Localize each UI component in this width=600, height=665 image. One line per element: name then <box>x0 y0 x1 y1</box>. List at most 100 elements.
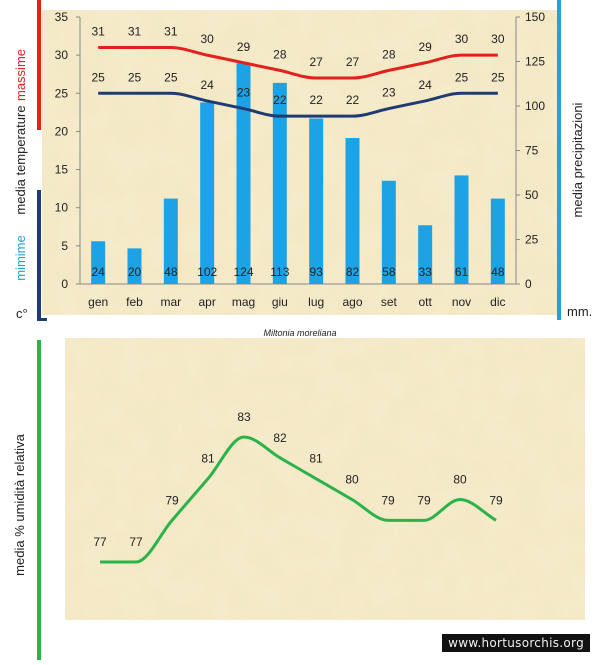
humidity-chart: 77 77 79 81 83 82 81 80 79 79 80 79 <box>93 410 503 564</box>
media-precipitazioni-label: media precipitazioni <box>570 102 585 217</box>
min-temperature-label: 24 <box>200 78 214 92</box>
min-temperature-label: 25 <box>128 70 142 84</box>
max-temperature-marker <box>37 0 41 130</box>
precipitation-label: 24 <box>91 265 105 279</box>
left-tick-label: 35 <box>55 10 69 24</box>
max-temperature-line <box>98 46 498 80</box>
month-tick-label: dic <box>490 295 505 309</box>
precipitation-label: 48 <box>164 265 178 279</box>
month-tick-label: ott <box>418 295 432 309</box>
precipitation-bar <box>345 138 360 284</box>
min-temperature-label: 23 <box>382 86 396 100</box>
month-tick-label: set <box>381 295 398 309</box>
min-temperature-label: 22 <box>309 93 323 107</box>
precipitation-label: 20 <box>128 265 142 279</box>
precipitation-bar <box>127 248 142 284</box>
precipitation-bar <box>272 82 287 284</box>
humidity-axis-label: media % umidità relativa <box>12 433 27 575</box>
left-tick-label: 20 <box>55 124 69 138</box>
temperature-precipitation-chart: 0 5 10 15 20 25 30 35 0 25 50 75 100 125 150 gen feb mar a… <box>55 10 546 309</box>
month-tick-label: lug <box>308 295 324 309</box>
min-temperature-label: 23 <box>237 86 251 100</box>
max-temperature-label: 29 <box>418 40 432 54</box>
left-tick-label: 5 <box>61 239 68 253</box>
humidity-label: 79 <box>165 493 179 507</box>
precipitation-label: 124 <box>233 265 253 279</box>
month-tick-label: mar <box>160 295 181 309</box>
precipitation-label: 82 <box>346 265 360 279</box>
min-marker-bracket <box>37 318 47 321</box>
max-temperature-label: 30 <box>200 32 214 46</box>
month-tick-label: mag <box>232 295 255 309</box>
precipitation-label: 113 <box>270 265 289 279</box>
min-temperature-label: 25 <box>164 70 178 84</box>
precipitation-label: 48 <box>491 265 505 279</box>
min-temperature-label: 22 <box>346 93 360 107</box>
precipitation-label: 61 <box>455 265 469 279</box>
precipitation-bar <box>163 198 178 284</box>
chart-caption: Miltonia moreliana <box>263 328 336 338</box>
precipitation-bar <box>418 225 433 284</box>
precipitation-bar <box>381 180 396 284</box>
min-temperature-label: 25 <box>91 70 105 84</box>
left-tick-label: 10 <box>55 201 69 215</box>
max-temperature-label: 30 <box>491 32 505 46</box>
watermark: www.hortusorchis.org <box>442 634 590 652</box>
humidity-label: 80 <box>453 473 467 487</box>
month-tick-label: giu <box>272 295 288 309</box>
right-tick-label: 25 <box>525 233 539 247</box>
left-tick-label: 25 <box>55 86 69 100</box>
max-temperature-label: 27 <box>346 55 360 69</box>
right-tick-label: 50 <box>525 188 539 202</box>
celsius-unit-label: c° <box>16 306 28 321</box>
precipitation-bar <box>454 175 469 284</box>
precipitation-label: 58 <box>382 265 396 279</box>
month-tick-label: ago <box>342 295 362 309</box>
min-temperature-line <box>98 91 498 118</box>
min-temperature-label: 24 <box>418 78 432 92</box>
max-temperature-label: 28 <box>382 47 396 61</box>
precipitation-marker <box>557 0 561 320</box>
min-temperature-label: 25 <box>491 70 505 84</box>
humidity-marker <box>37 340 41 660</box>
left-tick-label: 0 <box>61 277 68 291</box>
humidity-label: 80 <box>345 473 359 487</box>
min-temperature-marker <box>37 190 41 320</box>
max-temperature-label: 30 <box>455 32 469 46</box>
mm-unit-label: mm. <box>567 304 592 319</box>
humidity-label: 83 <box>237 410 251 424</box>
humidity-label: 77 <box>93 535 107 549</box>
massime-label: massime <box>13 49 28 101</box>
humidity-label: 77 <box>129 535 143 549</box>
humidity-label: 81 <box>201 452 215 466</box>
max-temperature-label: 31 <box>164 25 178 39</box>
left-tick-label: 15 <box>55 163 69 177</box>
right-tick-label: 75 <box>525 144 539 158</box>
month-tick-label: apr <box>198 295 215 309</box>
month-tick-label: nov <box>452 295 471 309</box>
humidity-line <box>100 435 497 564</box>
max-temperature-label: 31 <box>91 25 105 39</box>
humidity-label: 81 <box>309 452 323 466</box>
right-tick-label: 125 <box>525 55 545 69</box>
max-temperature-label: 27 <box>309 55 323 69</box>
max-temperature-label: 31 <box>128 25 142 39</box>
max-temperature-label: 29 <box>237 40 251 54</box>
humidity-label: 82 <box>273 431 287 445</box>
humidity-label: 79 <box>381 493 395 507</box>
humidity-label: 79 <box>489 493 503 507</box>
media-temperature-label: media temperature <box>13 105 28 214</box>
precipitation-label: 93 <box>309 265 323 279</box>
right-tick-label: 100 <box>525 99 545 113</box>
precipitation-label: 33 <box>418 265 432 279</box>
minime-label: mimime <box>13 235 28 281</box>
precipitation-bar <box>309 118 324 285</box>
precipitation-label: 102 <box>197 265 217 279</box>
min-temperature-label: 22 <box>273 93 287 107</box>
max-temperature-label: 28 <box>273 47 287 61</box>
precipitation-bar <box>236 63 251 284</box>
precipitation-bar <box>490 198 505 284</box>
month-tick-label: gen <box>88 295 108 309</box>
